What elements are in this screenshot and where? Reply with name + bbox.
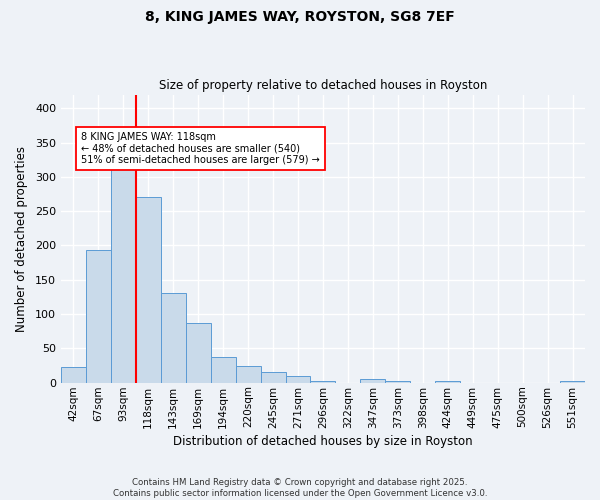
Y-axis label: Number of detached properties: Number of detached properties — [15, 146, 28, 332]
Bar — [111, 156, 136, 382]
Bar — [310, 380, 335, 382]
Text: 8, KING JAMES WAY, ROYSTON, SG8 7EF: 8, KING JAMES WAY, ROYSTON, SG8 7EF — [145, 10, 455, 24]
Text: 8 KING JAMES WAY: 118sqm
← 48% of detached houses are smaller (540)
51% of semi-: 8 KING JAMES WAY: 118sqm ← 48% of detach… — [81, 132, 320, 166]
Text: Contains HM Land Registry data © Crown copyright and database right 2025.
Contai: Contains HM Land Registry data © Crown c… — [113, 478, 487, 498]
Bar — [136, 198, 161, 382]
Bar — [211, 358, 236, 382]
Bar — [435, 380, 460, 382]
Bar — [161, 293, 186, 382]
Bar — [86, 250, 111, 382]
Title: Size of property relative to detached houses in Royston: Size of property relative to detached ho… — [159, 79, 487, 92]
Bar — [61, 367, 86, 382]
Bar — [560, 380, 585, 382]
Bar — [236, 366, 260, 382]
Bar — [361, 379, 385, 382]
Bar — [186, 323, 211, 382]
Bar — [385, 380, 410, 382]
Bar — [260, 372, 286, 382]
Bar — [286, 376, 310, 382]
X-axis label: Distribution of detached houses by size in Royston: Distribution of detached houses by size … — [173, 434, 473, 448]
